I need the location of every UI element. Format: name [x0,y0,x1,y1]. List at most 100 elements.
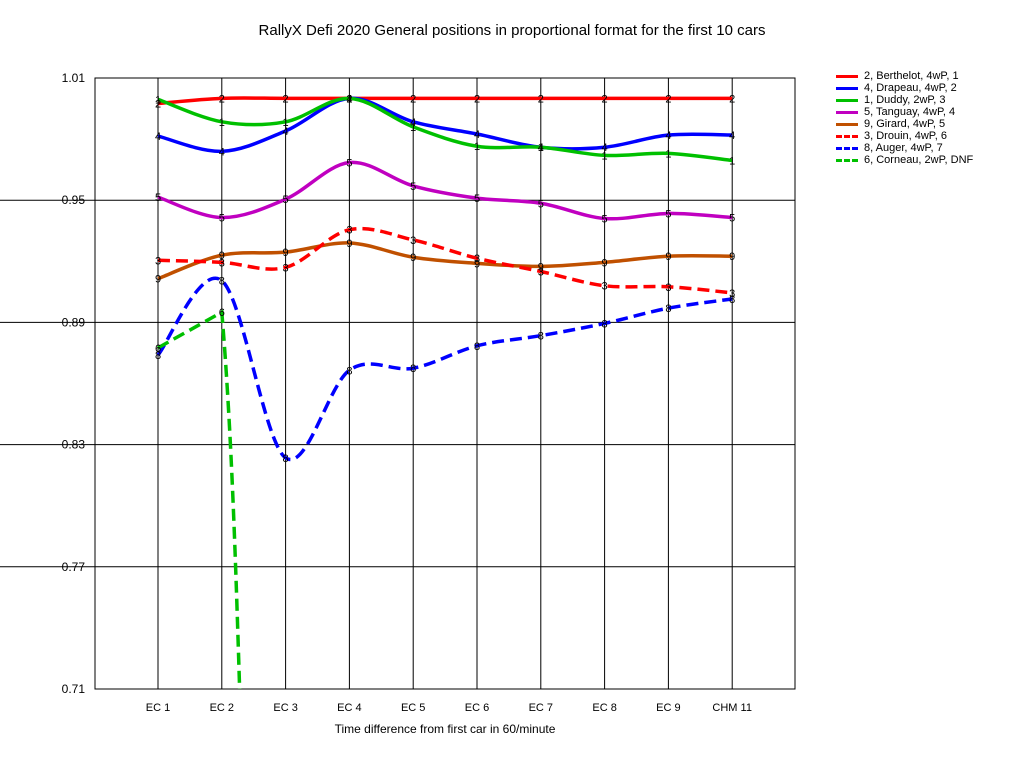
point-label-9: 9 [283,247,289,259]
point-label-9: 9 [665,251,671,263]
series-line-1 [157,96,733,163]
x-tick-label: EC 1 [146,702,170,714]
point-label-5: 5 [474,193,480,205]
point-label-4: 4 [665,130,671,142]
point-label-2: 2 [155,98,161,110]
series-line-4 [157,96,733,154]
point-label-1: 1 [665,148,671,160]
point-label-1: 1 [283,117,289,129]
y-tick-label: 0.89 [62,315,86,329]
point-label-9: 9 [346,238,352,250]
point-label-2: 2 [665,93,671,105]
point-label-4: 4 [346,93,352,105]
x-tick-label: EC 5 [401,702,425,714]
point-label-1: 1 [346,93,352,105]
point-label-8: 8 [219,276,225,288]
point-label-8: 8 [729,294,735,306]
legend: 2, Berthelot, 4wP, 1 4, Drapeau, 4wP, 2 1,… [836,70,973,166]
point-label-3: 3 [538,266,544,278]
point-label-6: 6 [219,307,225,319]
y-tick-label: 0.83 [62,438,86,452]
point-label-4: 4 [283,126,289,138]
legend-swatch [836,158,858,162]
legend-label: 5, Tanguay, 4wP, 4 [864,106,956,118]
legend-swatch [836,122,858,126]
legend-swatch [836,86,858,90]
point-label-1: 1 [219,117,225,129]
point-label-3: 3 [155,255,161,267]
legend-swatch [836,146,858,150]
point-label-9: 9 [155,274,161,286]
chart-title: RallyX Defi 2020 General positions in pr… [258,22,766,39]
point-label-5: 5 [665,208,671,220]
legend-label: 9, Girard, 4wP, 5 [864,118,946,130]
point-label-8: 8 [283,453,289,465]
legend-label: 6, Corneau, 2wP, DNF [864,154,974,166]
legend-item: 8, Auger, 4wP, 7 [836,142,973,154]
x-tick-label: CHM 11 [712,702,752,714]
point-label-5: 5 [346,158,352,170]
legend-swatch [836,110,858,114]
point-label-4: 4 [538,142,544,154]
point-label-5: 5 [729,213,735,225]
point-label-4: 4 [410,117,416,129]
point-label-2: 2 [283,93,289,105]
point-label-1: 1 [602,150,608,162]
point-label-5: 5 [602,214,608,226]
point-label-2: 2 [410,93,416,105]
legend-label: 3, Drouin, 4wP, 6 [864,130,947,142]
series-line-5 [157,160,733,221]
point-label-2: 2 [602,93,608,105]
point-label-5: 5 [410,181,416,193]
x-tick-label: EC 7 [529,702,553,714]
x-tick-label: EC 2 [210,702,234,714]
point-label-2: 2 [346,93,352,105]
legend-label: 2, Berthelot, 4wP, 1 [864,70,959,82]
point-label-1: 1 [410,122,416,134]
point-label-8: 8 [538,331,544,343]
x-tick-label: EC 9 [656,702,680,714]
legend-swatch [836,134,858,138]
y-tick-label: 0.71 [62,682,86,696]
point-label-3: 3 [346,225,352,237]
point-label-1: 1 [729,155,735,167]
point-label-5: 5 [538,198,544,210]
y-tick-label: 0.77 [62,560,86,574]
series-line-6 [157,309,242,689]
point-label-8: 8 [665,303,671,315]
point-label-4: 4 [219,146,225,158]
series-line-9 [157,241,733,281]
y-tick-label: 0.95 [62,193,86,207]
point-label-1: 1 [538,142,544,154]
point-label-2: 2 [474,93,480,105]
legend-item: 9, Girard, 4wP, 5 [836,118,973,130]
legend-label: 1, Duddy, 2wP, 3 [864,94,946,106]
point-label-4: 4 [155,131,161,143]
point-label-4: 4 [602,142,608,154]
x-axis-label: Time difference from first car in 60/min… [334,722,556,736]
point-label-3: 3 [729,288,735,300]
point-label-6: 6 [155,343,161,355]
point-label-3: 3 [410,235,416,247]
legend-item: 6, Corneau, 2wP, DNF [836,154,973,166]
point-label-9: 9 [602,257,608,269]
legend-item: 4, Drapeau, 4wP, 2 [836,82,973,94]
point-label-8: 8 [155,350,161,362]
point-label-4: 4 [729,130,735,142]
point-label-3: 3 [602,281,608,293]
point-label-1: 1 [155,94,161,106]
point-label-3: 3 [283,262,289,274]
point-label-9: 9 [729,251,735,263]
x-tick-label: EC 4 [337,702,361,714]
point-label-1: 1 [474,141,480,153]
point-label-5: 5 [283,194,289,206]
point-label-3: 3 [219,257,225,269]
point-label-8: 8 [346,365,352,377]
point-label-9: 9 [474,258,480,270]
legend-item: 3, Drouin, 4wP, 6 [836,130,973,142]
legend-item: 1, Duddy, 2wP, 3 [836,94,973,106]
point-label-9: 9 [538,261,544,273]
legend-swatch [836,98,858,102]
plot-frame [94,77,796,690]
